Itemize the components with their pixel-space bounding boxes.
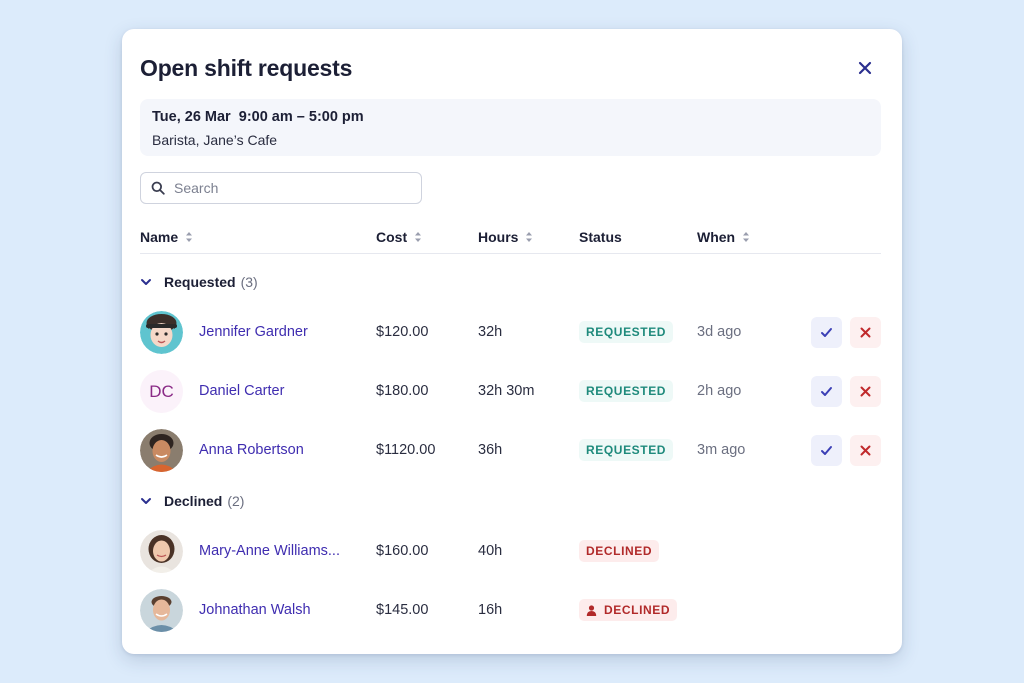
reject-button[interactable] [850,435,881,466]
hours-value: 36h [478,442,503,458]
status-text: DECLINED [604,603,671,617]
group-count: (2) [227,493,245,509]
close-icon [860,445,871,456]
column-name-label: Name [140,229,179,245]
table-row: DC Daniel Carter $180.00 32h 30m REQUEST… [140,370,881,414]
reject-button[interactable] [850,317,881,348]
table-row: Mary-Anne Williams... $160.00 40h DECLIN… [140,530,881,574]
person-name-link[interactable]: Daniel Carter [199,383,285,399]
chevron-down-icon [141,279,151,285]
reject-button[interactable] [850,376,881,407]
approve-button[interactable] [811,376,842,407]
column-hours-label: Hours [478,229,519,245]
sort-icon [743,232,750,242]
column-when-label: When [697,229,736,245]
hours-value: 32h 30m [478,383,535,399]
shift-summary: Tue, 26 Mar 9:00 am – 5:00 pm Barista, J… [140,99,881,156]
cost-value: $160.00 [376,543,429,559]
status-text: REQUESTED [586,325,667,339]
group-count: (3) [240,274,258,290]
column-when[interactable]: When [697,229,750,245]
column-status-label: Status [579,229,622,245]
when-value: 3d ago [697,324,742,340]
hours-value: 16h [478,602,503,618]
table-row: Jennifer Gardner $120.00 32h REQUESTED 3… [140,311,881,355]
when-value: 3m ago [697,442,746,458]
open-shift-requests-modal: Open shift requests Tue, 26 Mar 9:00 am … [122,29,902,654]
person-name-link[interactable]: Johnathan Walsh [199,602,311,618]
close-icon[interactable] [854,57,876,79]
status-badge: DECLINED [579,540,660,562]
when-value: 2h ago [697,383,742,399]
cost-value: $145.00 [376,602,429,618]
status-text: REQUESTED [586,443,667,457]
person-icon [586,604,597,616]
close-icon [860,327,871,338]
avatar [140,530,183,573]
sort-icon [415,232,422,242]
status-text: REQUESTED [586,384,667,398]
avatar [140,429,183,472]
search-icon [151,181,165,195]
sort-icon [526,232,533,242]
column-name[interactable]: Name [140,229,193,245]
check-icon [821,328,832,337]
group-declined-toggle[interactable]: Declined (2) [140,493,244,509]
table-row: Anna Robertson $1120.00 36h REQUESTED 3m… [140,429,881,473]
group-requested-toggle[interactable]: Requested (3) [140,274,258,290]
column-cost[interactable]: Cost [376,229,422,245]
chevron-down-icon [141,498,151,504]
close-icon [860,386,871,397]
sort-icon [186,232,193,242]
check-icon [821,387,832,396]
table-row: Johnathan Walsh $145.00 16h DECLINED [140,589,881,633]
approve-button[interactable] [811,317,842,348]
approve-button[interactable] [811,435,842,466]
table-header: Name Cost Hours Status When [140,225,881,254]
search-box[interactable] [140,172,422,204]
group-label: Requested [164,274,236,290]
hours-value: 32h [478,324,503,340]
column-status: Status [579,229,622,245]
person-name-link[interactable]: Jennifer Gardner [199,324,308,340]
column-cost-label: Cost [376,229,408,245]
cost-value: $1120.00 [376,442,436,458]
shift-datetime: Tue, 26 Mar 9:00 am – 5:00 pm [152,109,364,125]
avatar-initials: DC [149,381,174,401]
status-badge: DECLINED [579,599,678,621]
status-text: DECLINED [586,544,653,558]
status-badge: REQUESTED [579,439,674,461]
avatar [140,311,183,354]
modal-title: Open shift requests [140,55,353,81]
cost-value: $120.00 [376,324,429,340]
person-name-link[interactable]: Mary-Anne Williams... [199,543,340,559]
group-label: Declined [164,493,223,509]
hours-value: 40h [478,543,503,559]
avatar [140,589,183,632]
person-name-link[interactable]: Anna Robertson [199,442,304,458]
check-icon [821,446,832,455]
status-badge: REQUESTED [579,321,674,343]
column-hours[interactable]: Hours [478,229,533,245]
shift-role-location: Barista, Jane’s Cafe [152,132,278,148]
search-input[interactable] [174,180,404,196]
cost-value: $180.00 [376,383,429,399]
status-badge: REQUESTED [579,380,674,402]
avatar: DC [140,370,183,413]
